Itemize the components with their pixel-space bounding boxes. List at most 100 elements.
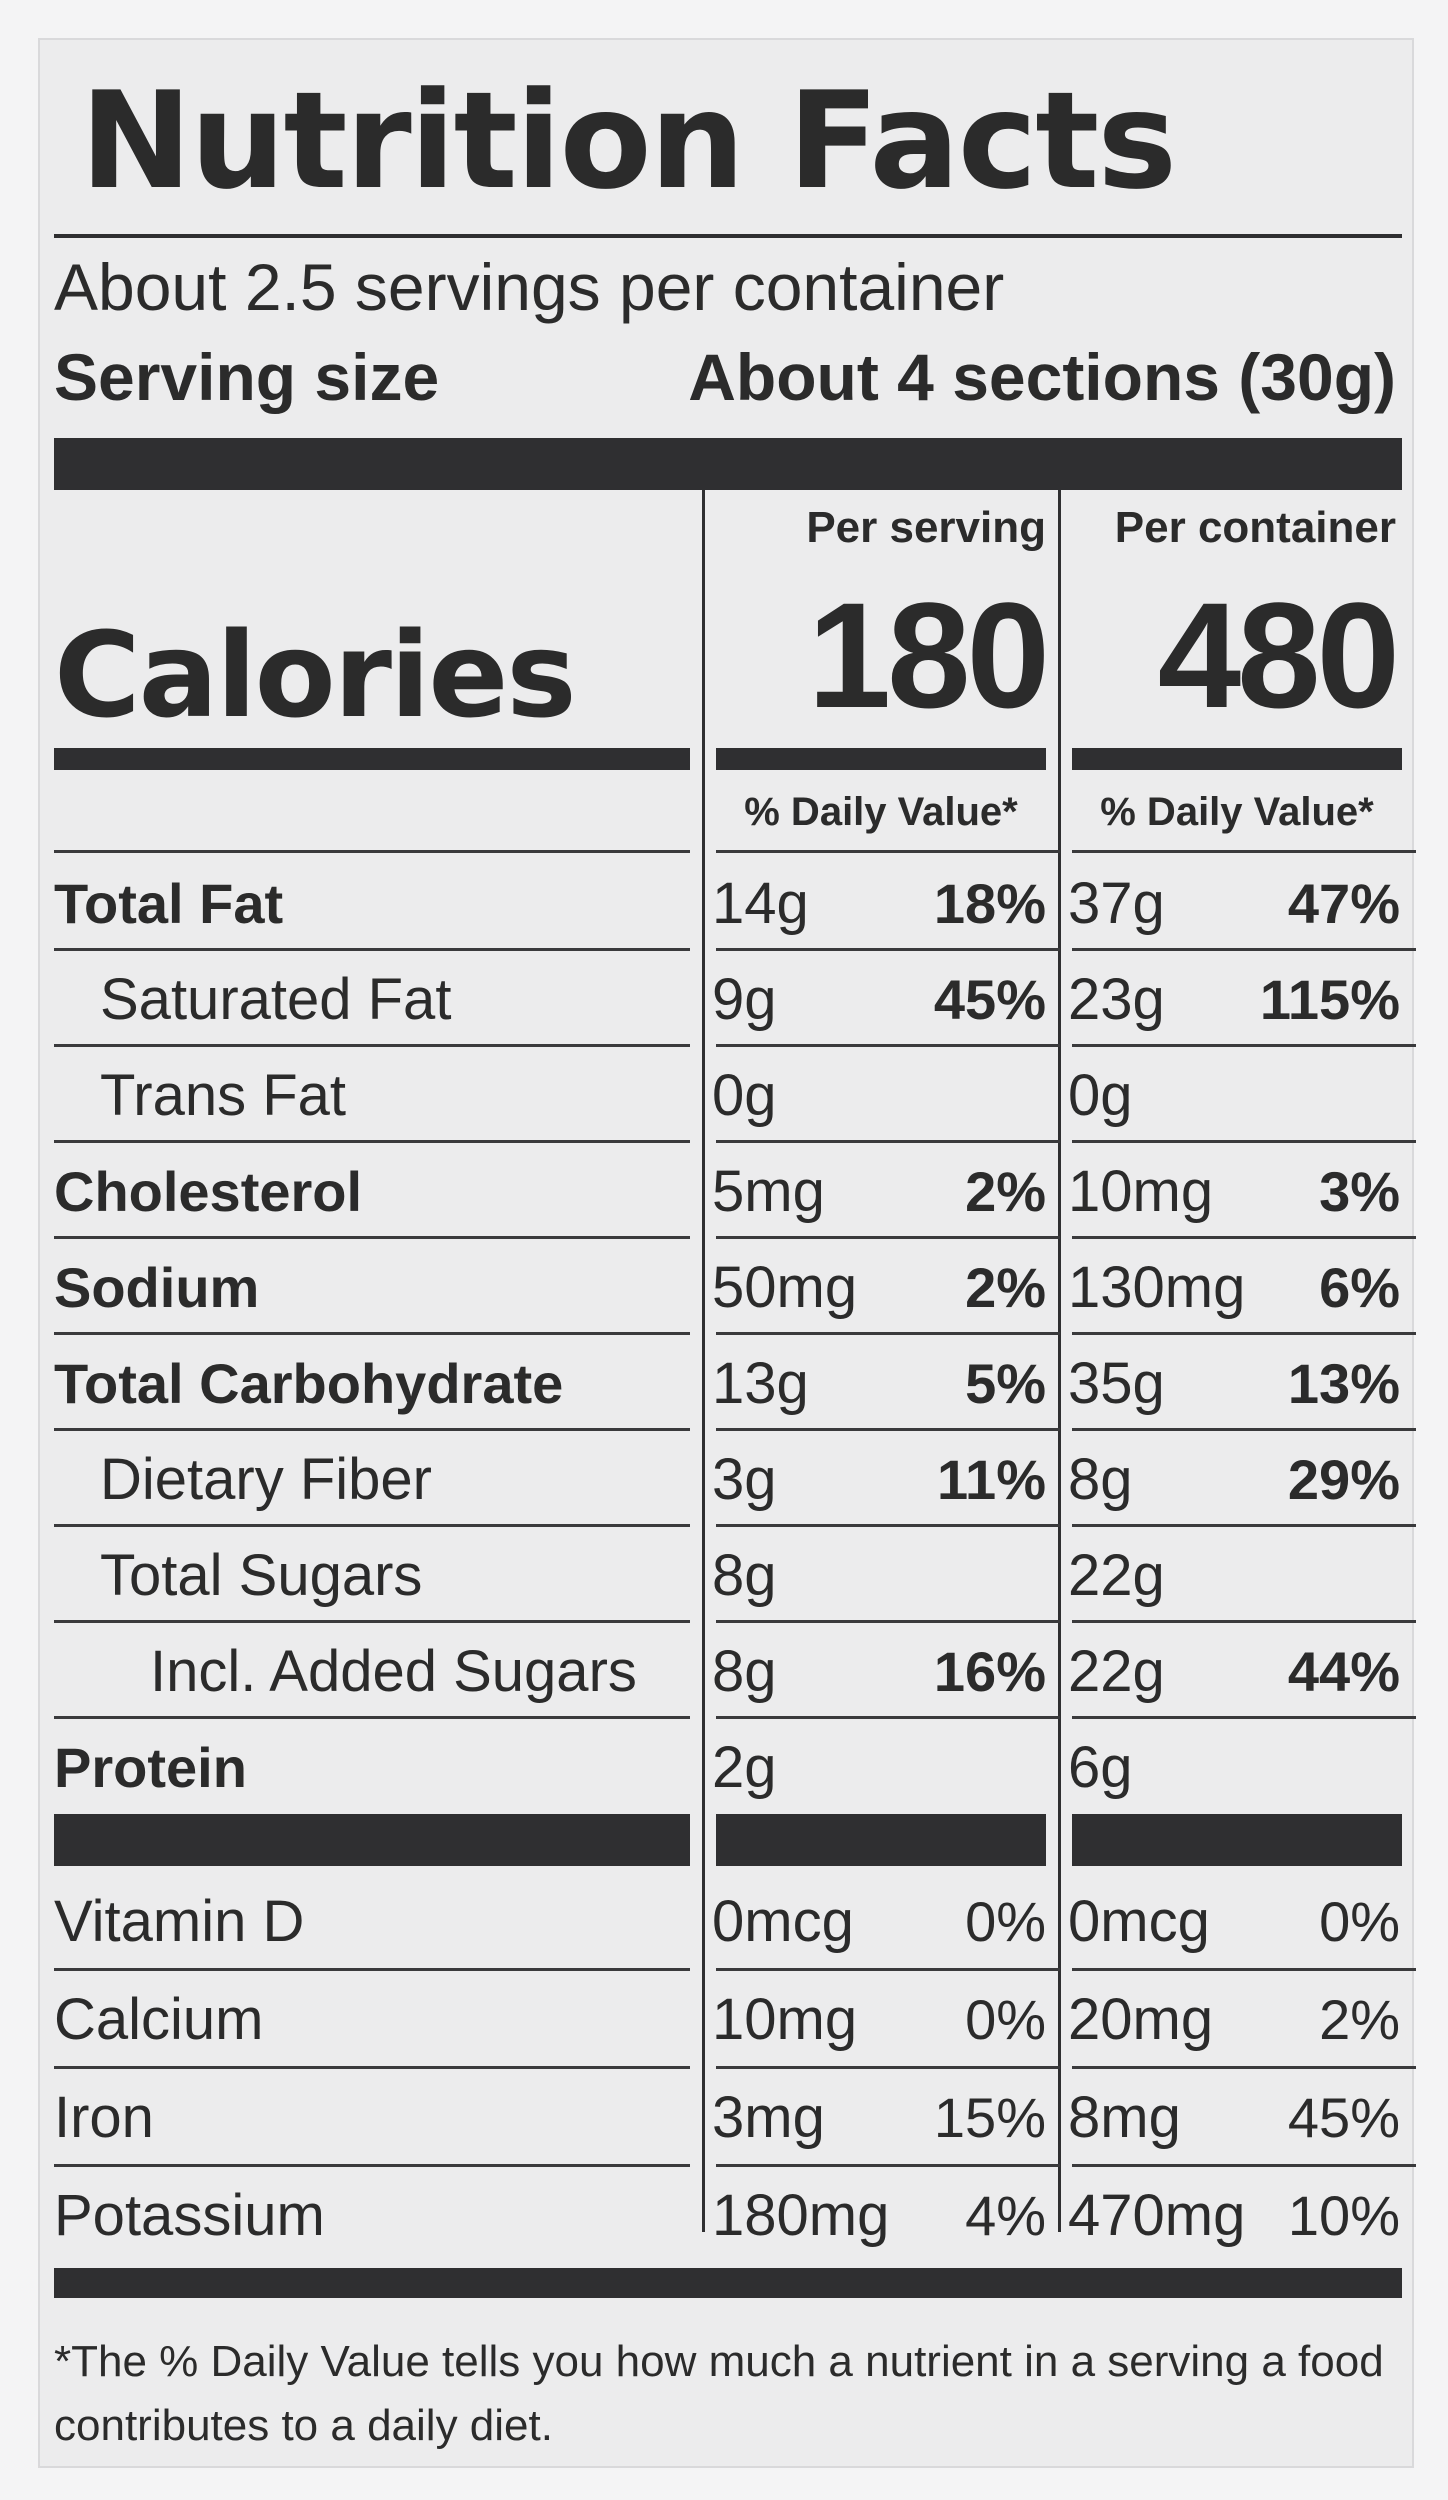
vitamin-row: Iron 3mg 15% 8mg 45%: [54, 2070, 1402, 2168]
nutrient-name: Potassium: [54, 2183, 325, 2248]
row-separator: [716, 2164, 1060, 2167]
serving-amount: 50mg: [712, 1255, 858, 1320]
container-amount: 10mg: [1068, 1159, 1214, 1224]
row-separator: [1072, 1140, 1416, 1143]
serving-daily-value: 15%: [933, 2086, 1046, 2149]
row-separator: [54, 1968, 690, 1971]
serving-amount: 0mcg: [712, 1889, 854, 1954]
row-separator: [1072, 850, 1416, 853]
container-daily-value: 45%: [1287, 2086, 1400, 2149]
thick-rule-top: [54, 438, 1402, 490]
container-amount: 22g: [1068, 1639, 1165, 1704]
row-separator: [716, 1968, 1060, 1971]
column-divider-container: [1058, 490, 1061, 2232]
nutrient-row: Protein 2g 6g: [54, 1720, 1402, 1818]
serving-daily-value: 2%: [965, 1160, 1046, 1223]
container-daily-value: 29%: [1287, 1448, 1400, 1511]
row-separator: [54, 1332, 690, 1335]
container-daily-value: 0%: [1319, 1890, 1400, 1953]
container-amount: 35g: [1068, 1351, 1165, 1416]
container-amount: 0mcg: [1068, 1889, 1210, 1954]
container-amount: 0g: [1068, 1063, 1133, 1128]
serving-daily-value: [874, 1528, 1046, 1624]
row-separator: [54, 2066, 690, 2069]
row-separator: [1072, 1332, 1416, 1335]
nutrient-name: Saturated Fat: [100, 967, 452, 1032]
calories-rule-left: [54, 748, 690, 770]
container-amount: 470mg: [1068, 2183, 1246, 2248]
daily-value-heading-container: % Daily Value*: [1100, 790, 1374, 834]
per-container-heading: Per container: [1114, 503, 1396, 552]
row-separator: [54, 1620, 690, 1623]
daily-value-footnote: *The % Daily Value tells you how much a …: [54, 2337, 1384, 2450]
row-separator: [716, 948, 1060, 951]
calories-per-container: 480: [1157, 571, 1400, 739]
serving-amount: 3mg: [712, 2085, 825, 2150]
nutrient-row: Sodium 50mg 2% 130mg 6%: [54, 1240, 1402, 1338]
row-separator: [54, 2164, 690, 2167]
serving-daily-value: 4%: [965, 2184, 1046, 2247]
row-separator: [716, 1332, 1060, 1335]
row-separator: [1072, 1044, 1416, 1047]
container-amount: 8mg: [1068, 2085, 1181, 2150]
container-daily-value: 47%: [1287, 872, 1400, 935]
thick-rule-vitamins-serving: [716, 1814, 1046, 1866]
container-amount: 6g: [1068, 1735, 1133, 1800]
container-daily-value: [1234, 1048, 1400, 1144]
serving-daily-value: 16%: [933, 1640, 1046, 1703]
nutrient-name: Total Fat: [54, 872, 284, 935]
container-daily-value: 10%: [1287, 2184, 1400, 2247]
vitamin-row: Vitamin D 0mcg 0% 0mcg 0%: [54, 1874, 1402, 1972]
nutrient-row: Dietary Fiber 3g 11% 8g 29%: [54, 1432, 1402, 1530]
serving-daily-value: [874, 1048, 1046, 1144]
container-amount: 130mg: [1068, 1255, 1246, 1320]
calories-label: Calories: [54, 606, 577, 744]
row-separator: [1072, 1620, 1416, 1623]
serving-amount: 8g: [712, 1639, 777, 1704]
serving-daily-value: 0%: [965, 1890, 1046, 1953]
serving-daily-value: 5%: [965, 1352, 1046, 1415]
serving-daily-value: [874, 1720, 1046, 1816]
serving-daily-value: 2%: [965, 1256, 1046, 1319]
serving-size-label: Serving size: [54, 340, 440, 414]
nutrient-row: Total Carbohydrate 13g 5% 35g 13%: [54, 1336, 1402, 1434]
serving-amount: 10mg: [712, 1987, 858, 2052]
daily-value-heading-serving: % Daily Value*: [744, 790, 1018, 834]
nutrient-name: Vitamin D: [54, 1889, 305, 1954]
serving-size-value: About 4 sections (30g): [688, 340, 1396, 414]
container-daily-value: 6%: [1319, 1256, 1400, 1319]
serving-amount: 8g: [712, 1543, 777, 1608]
nutrient-row: Trans Fat 0g 0g: [54, 1048, 1402, 1146]
serving-daily-value: 0%: [965, 1988, 1046, 2051]
row-separator: [716, 1236, 1060, 1239]
row-separator: [54, 850, 690, 853]
row-separator: [54, 1716, 690, 1719]
nutrient-row: Total Sugars 8g 22g: [54, 1528, 1402, 1626]
nutrient-name: Trans Fat: [100, 1063, 347, 1128]
nutrition-facts-label: Nutrition Facts About 2.5 servings per c…: [38, 38, 1416, 2468]
row-separator: [1072, 1524, 1416, 1527]
vitamin-row: Potassium 180mg 4% 470mg 10%: [54, 2168, 1402, 2266]
calories-rule-serving: [716, 748, 1046, 770]
row-separator: [716, 1044, 1060, 1047]
nutrient-row: Incl. Added Sugars 8g 16% 22g 44%: [54, 1624, 1402, 1722]
row-separator: [54, 1236, 690, 1239]
vitamin-row: Calcium 10mg 0% 20mg 2%: [54, 1972, 1402, 2070]
nutrient-name: Incl. Added Sugars: [150, 1639, 637, 1704]
container-daily-value: [1234, 1720, 1400, 1816]
container-amount: 22g: [1068, 1543, 1165, 1608]
serving-amount: 2g: [712, 1735, 777, 1800]
container-daily-value: 44%: [1287, 1640, 1400, 1703]
thick-rule-bottom: [54, 2268, 1402, 2298]
servings-per-container: About 2.5 servings per container: [54, 250, 1005, 324]
row-separator: [54, 948, 690, 951]
column-divider-serving: [702, 490, 705, 2232]
row-separator: [1072, 1716, 1416, 1719]
row-separator: [716, 1716, 1060, 1719]
row-separator: [54, 1428, 690, 1431]
thick-rule-vitamins: [54, 1814, 690, 1866]
container-daily-value: 2%: [1319, 1988, 1400, 2051]
row-separator: [716, 1620, 1060, 1623]
row-separator: [716, 850, 1060, 853]
nutrient-name: Iron: [54, 2085, 154, 2150]
